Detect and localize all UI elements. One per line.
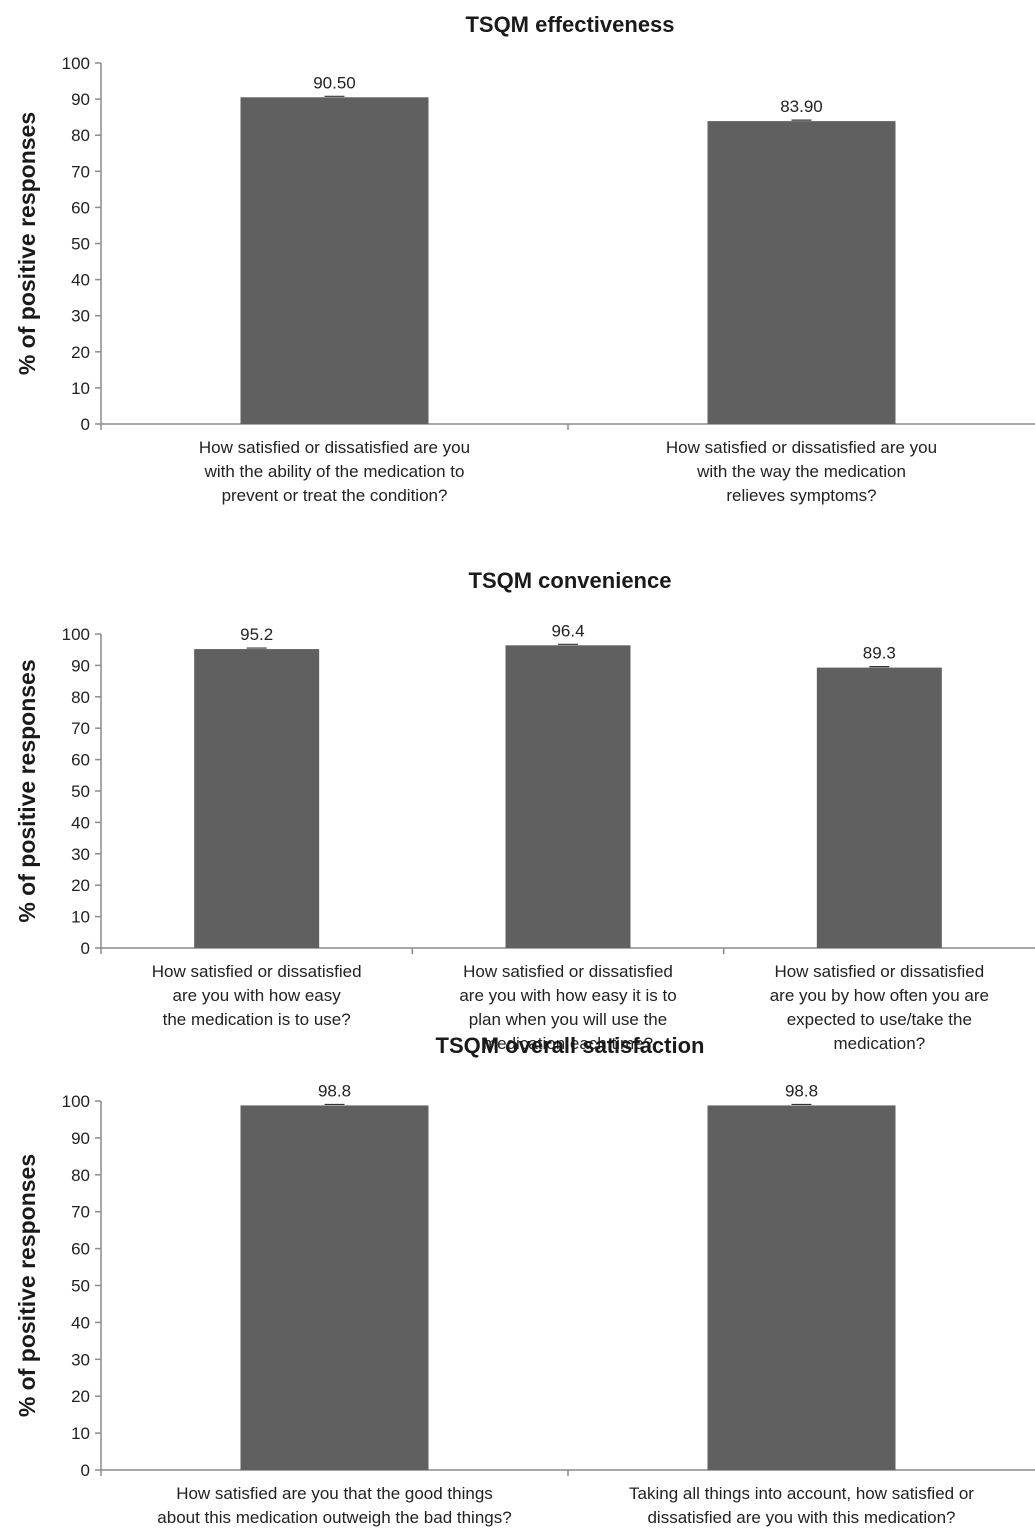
data-label: 98.8 <box>318 1081 351 1100</box>
chart-title-overall-satisfaction: TSQM overall satisfaction <box>436 1033 705 1058</box>
x-category-label: Taking all things into account, how sati… <box>567 1482 1035 1530</box>
y-tick-label: 60 <box>71 1240 90 1259</box>
y-tick-label: 80 <box>71 1166 90 1185</box>
y-tick-label: 40 <box>71 1313 90 1332</box>
y-tick-label: 50 <box>71 1277 90 1296</box>
data-label: 98.8 <box>785 1081 818 1100</box>
y-tick-label: 30 <box>71 1350 90 1369</box>
y-tick-label: 0 <box>81 1461 90 1480</box>
bar-overall-satisfaction-1 <box>241 1105 429 1470</box>
y-tick-label: 90 <box>71 1129 90 1148</box>
y-tick-label: 20 <box>71 1387 90 1406</box>
x-category-label: How satisfied are you that the good thin… <box>100 1482 570 1530</box>
y-tick-label: 70 <box>71 1203 90 1222</box>
y-tick-label: 10 <box>71 1424 90 1443</box>
bar-overall-satisfaction-2 <box>708 1105 896 1470</box>
y-axis-label-overall-satisfaction: % of positive responses <box>14 1154 40 1417</box>
y-tick-label: 100 <box>62 1092 90 1111</box>
